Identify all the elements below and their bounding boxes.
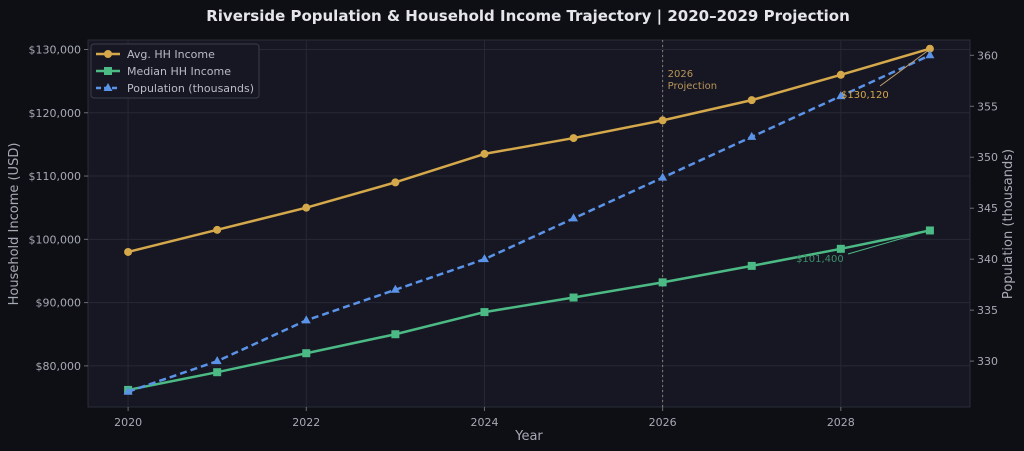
legend-marker-avg-income — [104, 50, 112, 58]
legend-items — [96, 50, 120, 91]
x-tick-label-2026: 2026 — [649, 416, 677, 429]
series-group — [123, 44, 935, 395]
legend-label-avg-income: Avg. HH Income — [127, 48, 215, 61]
tick-labels: 2020 2022 2024 2026 2028 $80,000 $90,000 $100,0… — [29, 43, 999, 429]
data-point-population-2028 — [836, 91, 846, 100]
plot-area — [87, 39, 971, 408]
legend-marker-median-income — [104, 67, 112, 75]
projection-label-year: 2026 — [668, 69, 693, 80]
data-point-avg-income-2020 — [124, 247, 133, 256]
data-point-avg-income-2026 — [658, 116, 667, 125]
legend-box — [90, 43, 260, 99]
data-point-avg-income-2024 — [480, 149, 489, 158]
y-right-tick-label-335: 335 — [977, 304, 998, 317]
legend-marker-population — [103, 83, 113, 91]
series-line-median-income — [127, 229, 931, 392]
data-point-avg-income-2025 — [569, 134, 578, 143]
data-point-median-income-2023 — [391, 330, 400, 339]
median-income-end-pointer — [847, 230, 927, 255]
data-point-population-2024 — [479, 254, 489, 263]
x-tick-label-2020: 2020 — [114, 416, 142, 429]
y-axis-left-label: Household Income (USD) — [7, 143, 22, 306]
y-right-tick-label-345: 345 — [977, 202, 998, 215]
data-point-median-income-2025 — [569, 293, 578, 302]
data-point-population-2020 — [123, 386, 133, 395]
y-right-tick-label-330: 330 — [977, 355, 998, 368]
data-point-median-income-2026 — [658, 278, 667, 287]
x-axis-label: Year — [514, 429, 543, 444]
median-income-end-label: $101,400 — [796, 254, 844, 265]
data-point-median-income-2021 — [213, 368, 222, 377]
data-point-avg-income-2022 — [302, 203, 311, 212]
data-point-median-income-2028 — [836, 244, 845, 253]
data-point-population-2027 — [747, 131, 757, 140]
data-point-avg-income-2027 — [747, 96, 756, 105]
data-point-avg-income-2021 — [213, 225, 222, 234]
avg-income-end-label: $130,120 — [841, 90, 889, 101]
y-left-tick-label-110000: $110,000 — [29, 170, 82, 183]
chart-title: Riverside Population & Household Income … — [206, 7, 850, 26]
y-left-tick-label-100000: $100,000 — [29, 233, 82, 246]
data-point-population-2023 — [390, 284, 400, 293]
x-tick-label-2028: 2028 — [827, 416, 855, 429]
data-point-population-2026 — [658, 172, 668, 181]
data-point-median-income-2022 — [302, 349, 311, 358]
data-point-population-2025 — [569, 213, 579, 222]
data-point-population-2021 — [212, 356, 222, 365]
y-right-tick-label-355: 355 — [977, 100, 998, 113]
y-left-tick-label-80000: $80,000 — [36, 360, 82, 373]
y-axis-right-label: Population (thousands) — [1001, 149, 1016, 299]
y-right-tick-label-350: 350 — [977, 151, 998, 164]
y-right-tick-label-340: 340 — [977, 253, 998, 266]
data-point-median-income-2024 — [480, 308, 489, 317]
data-point-median-income-2029 — [925, 226, 934, 235]
series-line-avg-income — [127, 47, 931, 254]
legend: Avg. HH Income Median HH Income Populati… — [90, 43, 260, 99]
y-right-tick-label-360: 360 — [977, 49, 998, 62]
data-point-avg-income-2028 — [836, 70, 845, 79]
annotations-group: $130,120 $101,400 — [796, 50, 929, 265]
x-tick-label-2022: 2022 — [292, 416, 320, 429]
avg-income-end-pointer — [879, 50, 929, 87]
data-point-population-2029 — [925, 50, 935, 59]
y-left-tick-label-130000: $130,000 — [29, 43, 82, 56]
data-point-population-2022 — [301, 315, 311, 324]
series-line-population — [127, 54, 931, 393]
data-point-median-income-2027 — [747, 261, 756, 270]
legend-label-population: Population (thousands) — [127, 82, 254, 95]
legend-label-median-income: Median HH Income — [127, 65, 231, 78]
x-tick-label-2024: 2024 — [470, 416, 498, 429]
data-point-avg-income-2023 — [391, 178, 400, 187]
y-left-tick-label-120000: $120,000 — [29, 107, 82, 120]
y-left-tick-label-90000: $90,000 — [36, 297, 82, 310]
projection-label-text: Projection — [668, 81, 717, 92]
